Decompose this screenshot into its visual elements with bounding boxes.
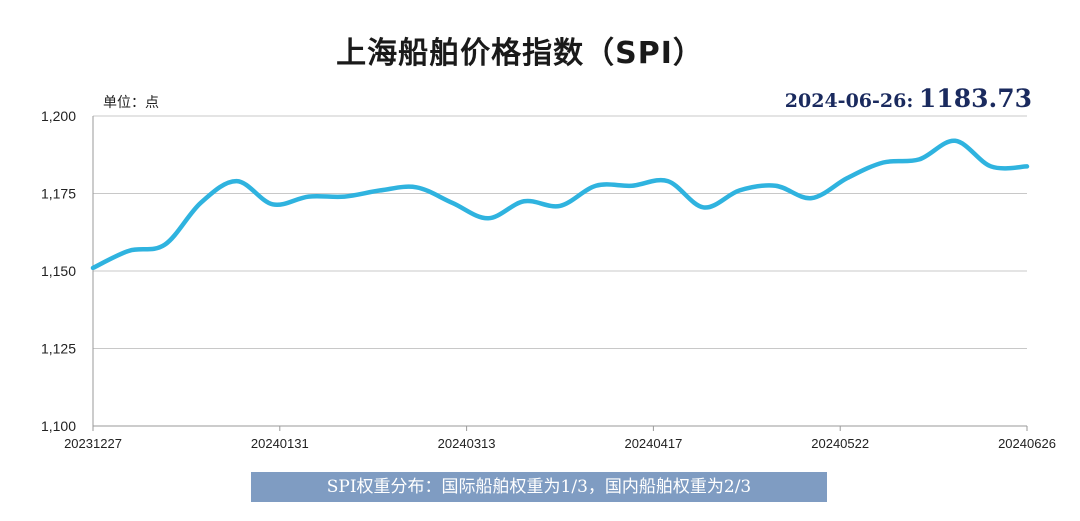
x-tick-label-3: 20240417: [624, 436, 682, 451]
y-tick-label-2: 1,150: [41, 263, 76, 279]
series-line-spi: [90, 138, 1030, 271]
unit-label: 单位：点: [103, 95, 159, 111]
y-tick-label-4: 1,200: [41, 108, 76, 124]
latest-reading: 2024-06-26: 1183.73: [785, 84, 1032, 113]
weight-footnote: SPI权重分布：国际船舶权重为1/3，国内船舶权重为2/3: [251, 472, 827, 502]
x-tick-label-5: 20240626: [998, 436, 1056, 451]
y-tick-label-1: 1,125: [41, 341, 76, 357]
y-tick-label-0: 1,100: [41, 418, 76, 434]
chart-title: 上海船舶价格指数（SPI）: [336, 36, 704, 71]
y-tick-label-3: 1,175: [41, 186, 76, 202]
latest-value: 1183.73: [918, 84, 1032, 113]
x-tick-label-2: 20240313: [438, 436, 496, 451]
x-tick-label-0: 20231227: [64, 436, 122, 451]
x-tick-label-1: 20240131: [251, 436, 309, 451]
x-tick-label-4: 20240522: [811, 436, 869, 451]
latest-date: 2024-06-26:: [784, 90, 914, 112]
